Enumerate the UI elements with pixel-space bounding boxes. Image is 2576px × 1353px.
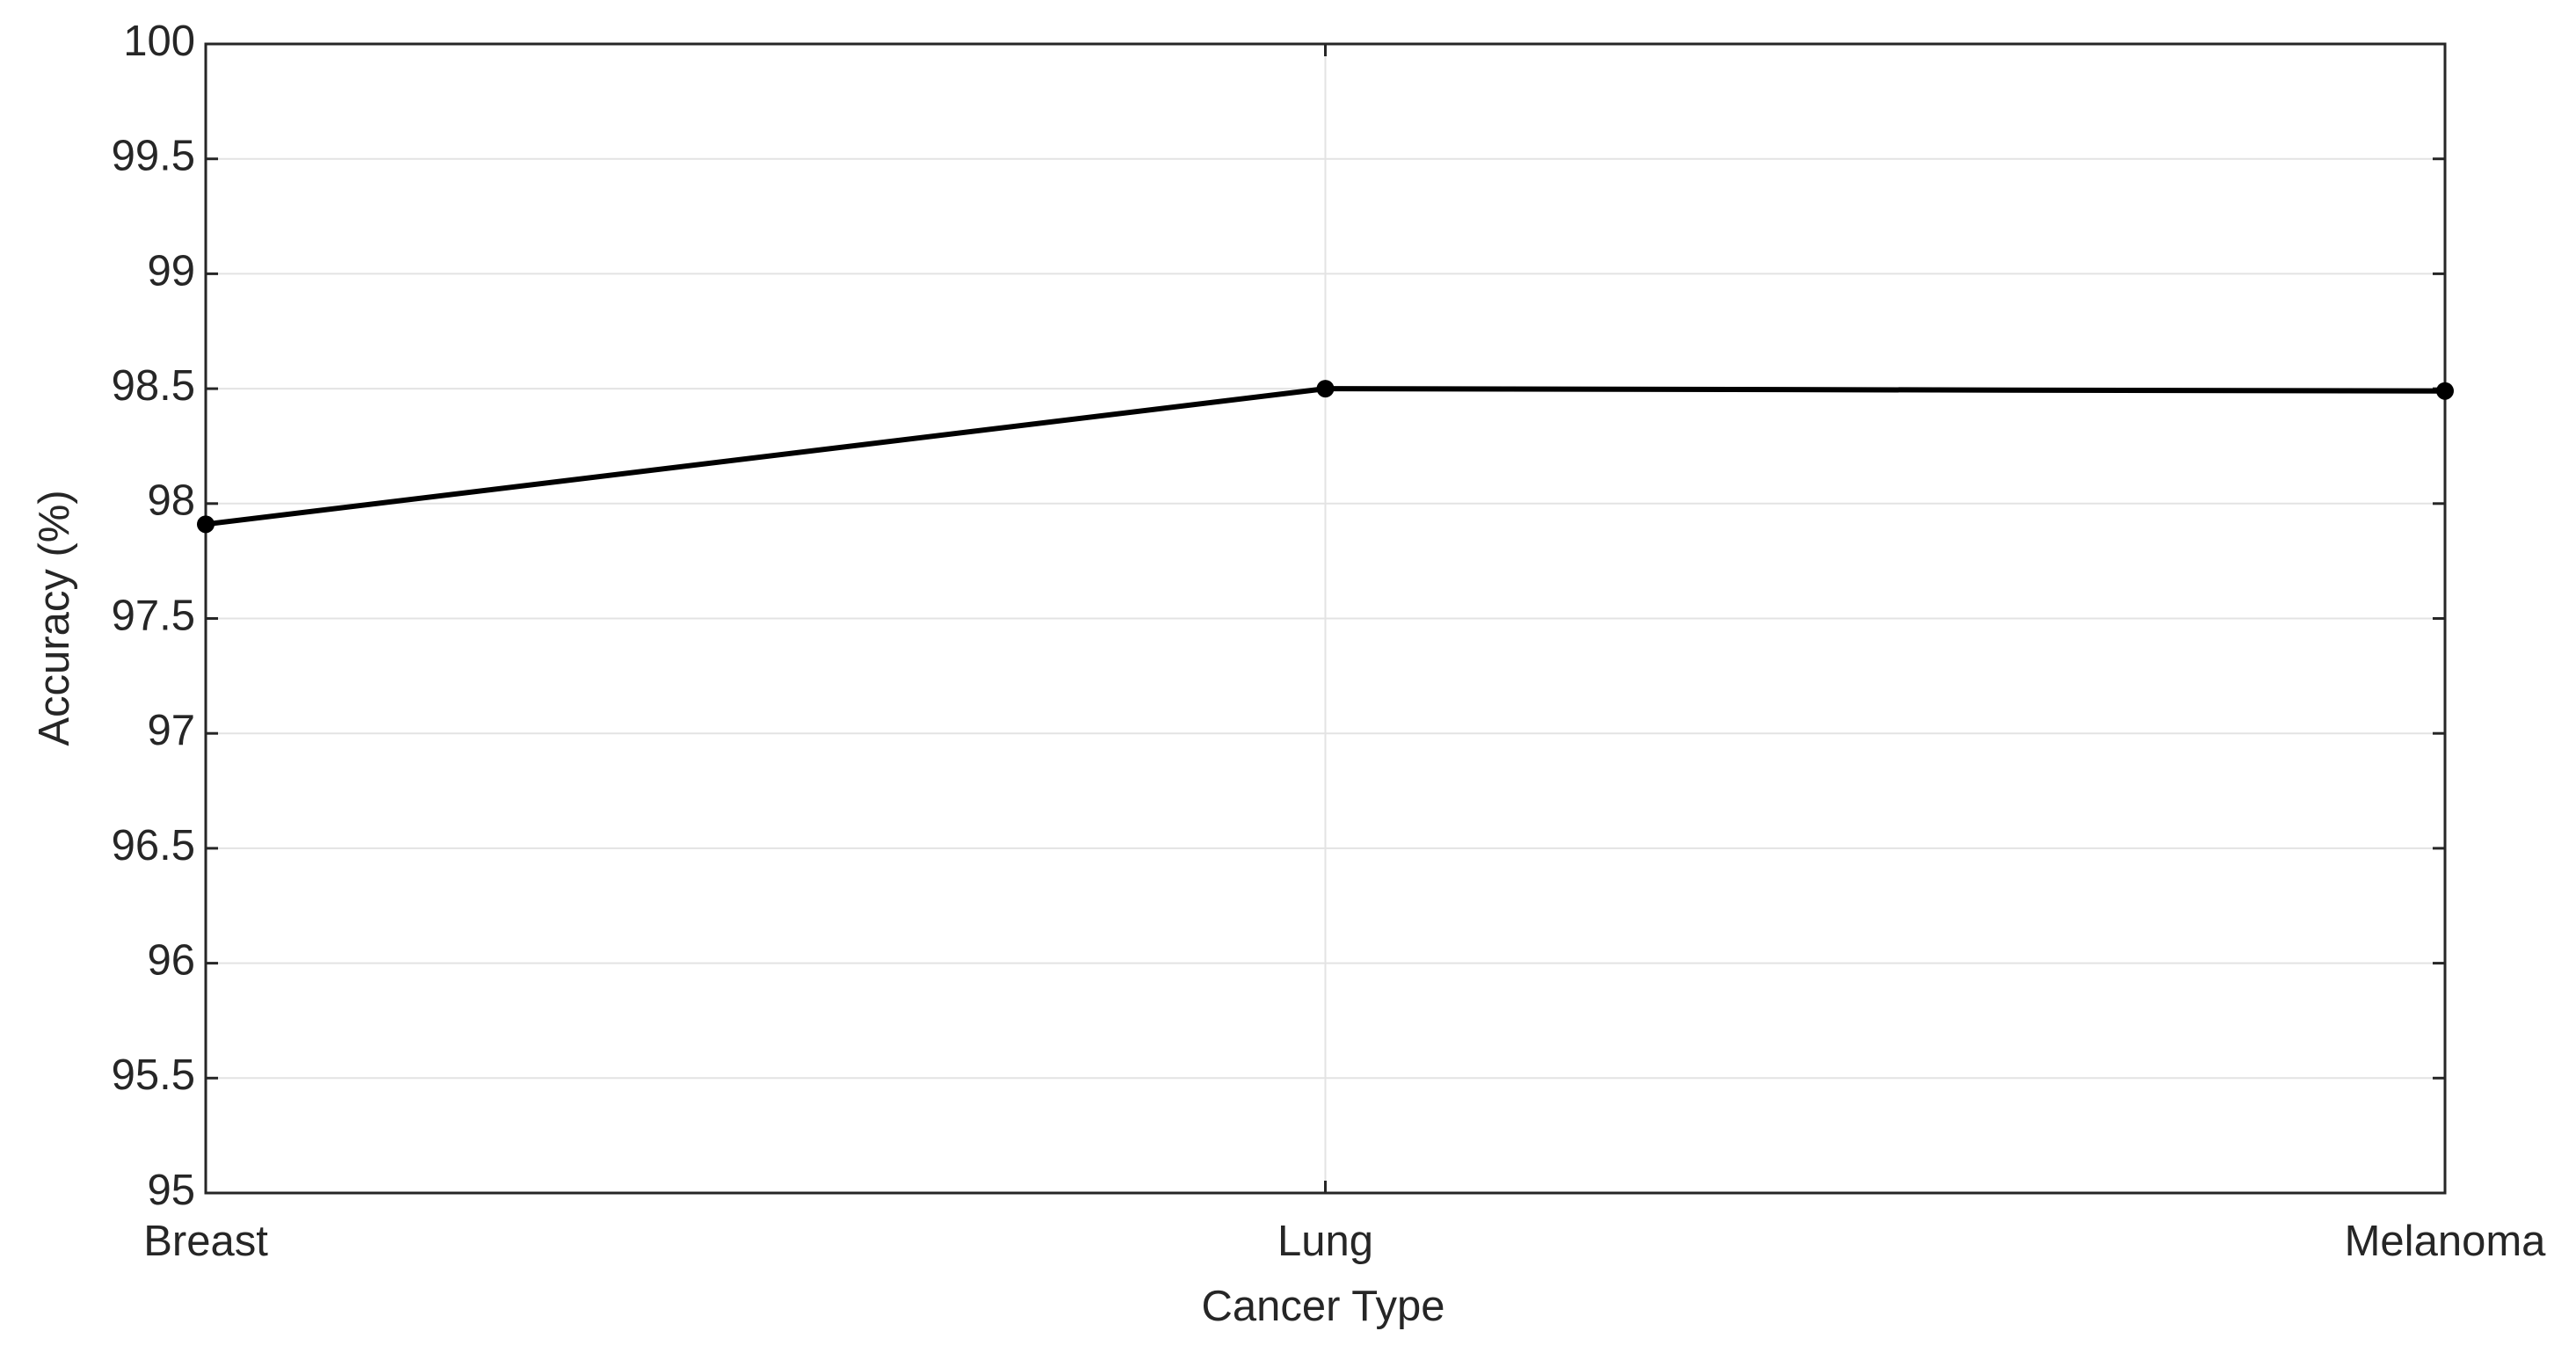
y-tick-label: 99 <box>147 247 195 295</box>
x-tick-label: Melanoma <box>2345 1218 2547 1265</box>
y-axis-label: Accuracy (%) <box>31 490 78 746</box>
y-tick-label: 95 <box>147 1167 195 1214</box>
y-tick-label: 97 <box>147 707 195 754</box>
marker <box>197 515 215 534</box>
y-tick-label: 96.5 <box>112 822 195 869</box>
y-tick-label: 99.5 <box>112 133 195 180</box>
y-tick-label: 95.5 <box>112 1051 195 1099</box>
y-tick-label: 98.5 <box>112 362 195 410</box>
y-tick-label: 100 <box>123 18 195 65</box>
x-tick-label: Lung <box>1277 1218 1373 1265</box>
marker <box>1316 380 1335 398</box>
x-tick-label: Breast <box>143 1218 268 1265</box>
y-tick-label: 98 <box>147 477 195 525</box>
axes-box <box>204 42 2447 1195</box>
y-tick-label: 96 <box>147 937 195 985</box>
x-axis-label: Cancer Type <box>1202 1283 1445 1330</box>
y-tick-label: 97.5 <box>112 592 195 639</box>
marker <box>2436 382 2454 400</box>
